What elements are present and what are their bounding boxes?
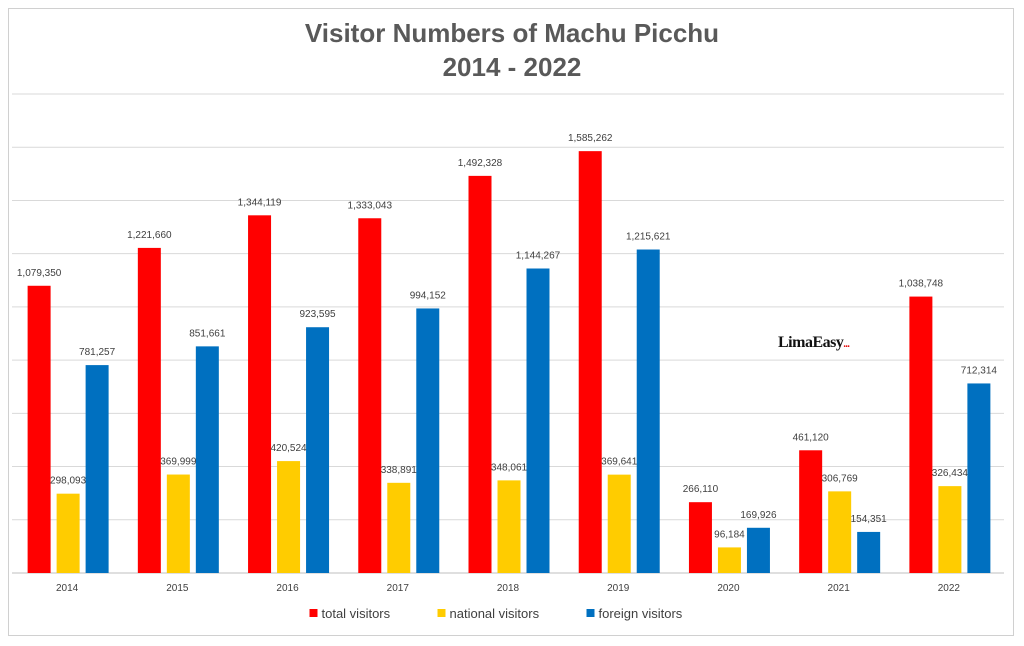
data-label: 1,215,621 [626,232,671,243]
x-tick-label: 2018 [497,583,520,594]
x-tick-label: 2019 [607,583,630,594]
bar-total-visitors-2015 [137,247,161,573]
data-label: 154,351 [851,514,888,525]
chart-subtitle: 2014 - 2022 [442,52,582,82]
legend-label: total visitors [322,606,391,621]
data-label: 338,891 [381,465,418,476]
data-label: 781,257 [79,347,116,358]
data-label: 420,524 [270,443,307,454]
data-label: 1,333,043 [348,200,393,211]
bar-national-visitors-2014 [56,493,80,573]
legend-swatch [309,609,318,617]
data-label: 1,038,748 [899,279,944,290]
x-tick-label: 2016 [276,583,299,594]
data-label: 96,184 [714,529,745,540]
bar-foreign-visitors-2018 [526,268,550,573]
chart-title-main: Visitor Numbers of Machu Picchu [304,18,720,48]
x-tick-label: 2020 [717,583,740,594]
x-tick-label: 2015 [166,583,189,594]
data-label: 298,093 [50,476,87,487]
x-tick-label: 2022 [938,583,961,594]
bar-total-visitors-2021 [799,450,823,573]
data-label: 1,144,267 [516,250,561,261]
bar-foreign-visitors-2020 [746,527,770,573]
data-label: 923,595 [299,309,336,320]
logo-text: LimaEasy [778,334,844,351]
data-label: 1,585,262 [568,133,613,144]
legend-swatch [437,609,446,617]
bar-total-visitors-2014 [27,285,51,573]
data-label: 369,641 [601,457,638,468]
bar-national-visitors-2015 [166,474,190,573]
chart-title: Visitor Numbers of Machu Picchu 2014 - 2… [0,16,1024,84]
bar-national-visitors-2019 [607,474,631,573]
bar-foreign-visitors-2015 [195,346,219,573]
bar-national-visitors-2016 [277,461,301,573]
bar-foreign-visitors-2016 [306,327,330,573]
data-label: 306,769 [822,473,859,484]
x-tick-label: 2021 [828,583,851,594]
legend-swatch [586,609,595,617]
legend: total visitors national visitors foreign v… [309,606,683,621]
data-label: 1,492,328 [458,158,503,169]
logo-dots: ... [843,339,850,350]
x-tick-label: 2014 [56,583,79,594]
bar-total-visitors-2019 [578,151,602,573]
bar-foreign-visitors-2022 [967,383,991,573]
data-label: 1,079,350 [17,268,62,279]
bars [27,151,991,573]
data-label: 326,434 [932,468,969,479]
data-label: 712,314 [961,365,998,376]
data-label: 169,926 [740,510,777,521]
bar-national-visitors-2018 [497,480,521,573]
data-label: 851,661 [189,328,226,339]
data-label: 369,999 [160,457,197,468]
bar-national-visitors-2022 [938,486,962,573]
limaeasy-logo: LimaEasy... [778,334,850,352]
bar-total-visitors-2016 [248,215,272,573]
data-label: 994,152 [410,290,447,301]
legend-label: foreign visitors [599,606,683,621]
bar-total-visitors-2020 [688,502,712,573]
bar-total-visitors-2022 [909,296,933,573]
bar-total-visitors-2018 [468,175,492,573]
bar-foreign-visitors-2017 [416,308,440,573]
bar-foreign-visitors-2021 [857,531,881,573]
bar-foreign-visitors-2014 [85,365,109,573]
data-label: 266,110 [683,484,719,495]
data-label: 1,344,119 [238,197,282,208]
x-tick-label: 2017 [387,583,410,594]
bar-foreign-visitors-2019 [636,249,660,573]
bar-total-visitors-2017 [358,218,382,573]
data-labels: 1,079,350 298,093 781,257 1,221,660 369,999 8… [17,133,998,540]
x-axis-ticks: 2014 2015 2016 2017 2018 2019 2020 2021 2022 [56,583,960,594]
bar-national-visitors-2017 [387,482,411,573]
bar-national-visitors-2020 [717,547,741,573]
legend-label: national visitors [450,606,540,621]
data-label: 461,120 [793,432,830,443]
data-label: 1,221,660 [127,230,172,241]
bar-national-visitors-2021 [828,491,852,573]
data-label: 348,061 [491,462,528,473]
